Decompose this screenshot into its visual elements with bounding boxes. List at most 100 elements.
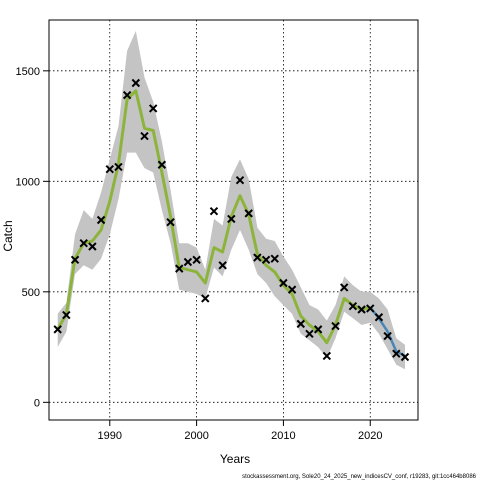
observed-marker <box>313 325 323 334</box>
observed-marker <box>157 160 167 169</box>
observed-marker <box>53 325 62 334</box>
marker-stroke <box>96 215 106 225</box>
x-tick-label: 2010 <box>271 430 295 442</box>
marker-stroke <box>253 253 262 262</box>
marker-stroke <box>53 325 62 334</box>
observed-marker <box>192 255 201 264</box>
observed-marker <box>235 176 245 185</box>
axes: 1990 2000 2010 2020 0 500 1000 1500 <box>16 66 383 442</box>
x-tick-label: 2000 <box>184 430 208 442</box>
marker-stroke <box>261 255 271 264</box>
marker-stroke <box>235 176 245 185</box>
marker-stroke <box>244 209 253 218</box>
y-axis-title: Catch <box>1 220 15 251</box>
observed-marker <box>175 264 184 273</box>
fitted-catch-line <box>56 89 371 345</box>
marker-stroke <box>392 349 401 358</box>
marker-stroke <box>175 264 184 273</box>
observed-marker <box>287 285 297 294</box>
observed-marker <box>166 218 175 227</box>
marker-stroke <box>279 278 288 288</box>
observed-marker <box>218 261 227 270</box>
observed-marker <box>322 351 332 361</box>
marker-stroke <box>331 321 340 331</box>
marker-stroke <box>209 206 219 216</box>
confidence-band <box>57 31 405 370</box>
marker-stroke <box>348 301 358 311</box>
marker-stroke <box>227 214 236 224</box>
marker-stroke <box>183 257 193 267</box>
observed-marker <box>140 131 149 141</box>
marker-stroke <box>383 331 392 341</box>
marker-stroke <box>140 131 149 141</box>
marker-stroke <box>166 218 175 227</box>
observed-marker <box>96 215 106 225</box>
observed-marker <box>227 214 236 224</box>
observed-marker <box>366 304 375 313</box>
observed-marker <box>261 255 271 264</box>
observed-marker <box>201 294 210 303</box>
observed-marker <box>209 206 219 216</box>
marker-stroke <box>313 325 323 334</box>
marker-stroke <box>305 329 314 339</box>
observed-marker <box>62 310 71 320</box>
marker-stroke <box>270 254 279 263</box>
y-tick-label: 0 <box>34 397 40 409</box>
observed-marker <box>114 162 123 172</box>
observed-marker <box>148 104 158 113</box>
marker-stroke <box>79 238 88 248</box>
observed-marker <box>339 283 349 292</box>
observed-marker <box>348 301 358 311</box>
observed-marker <box>122 90 132 100</box>
observed-marker <box>70 255 80 264</box>
observed-marker <box>357 305 366 314</box>
marker-stroke <box>400 352 410 362</box>
marker-stroke <box>287 285 297 294</box>
observed-marker <box>88 242 97 251</box>
observed-marker <box>253 253 262 262</box>
observed-marker <box>374 313 384 322</box>
marker-stroke <box>88 242 97 251</box>
marker-stroke <box>201 294 210 303</box>
marker-stroke <box>105 164 114 174</box>
y-tick-label: 500 <box>22 287 40 299</box>
marker-stroke <box>62 310 71 320</box>
observed-marker <box>105 164 114 174</box>
observed-marker <box>331 321 340 331</box>
plot-frame <box>48 19 419 421</box>
observed-marker <box>270 254 279 263</box>
observed-marker <box>244 209 253 218</box>
observed-marker <box>183 257 193 267</box>
marker-stroke <box>339 283 349 292</box>
y-tick-label: 1000 <box>16 176 40 188</box>
marker-stroke <box>374 313 384 322</box>
marker-stroke <box>366 304 375 313</box>
x-tick-label: 1990 <box>98 430 122 442</box>
observed-marker <box>400 352 410 362</box>
marker-stroke <box>122 90 132 100</box>
observed-catch-markers <box>53 78 410 362</box>
observed-marker <box>305 329 314 339</box>
marker-stroke <box>218 261 227 270</box>
marker-stroke <box>157 160 167 169</box>
observed-marker <box>383 331 392 341</box>
marker-stroke <box>322 351 332 361</box>
x-axis-title: Years <box>220 452 250 466</box>
observed-marker <box>131 78 141 88</box>
marker-stroke <box>296 319 305 329</box>
marker-stroke <box>357 305 366 314</box>
footer-text: stockassessment.org, Sole20_24_2025_new_… <box>242 474 476 480</box>
x-tick-label: 2020 <box>358 430 382 442</box>
marker-stroke <box>148 104 158 113</box>
observed-marker <box>392 349 401 358</box>
marker-stroke <box>70 255 80 264</box>
observed-marker <box>296 319 305 329</box>
observed-marker <box>79 238 88 248</box>
marker-stroke <box>131 78 141 88</box>
marker-stroke <box>114 162 123 172</box>
observed-marker <box>279 278 288 288</box>
y-tick-label: 1500 <box>16 66 40 78</box>
marker-stroke <box>192 255 201 264</box>
